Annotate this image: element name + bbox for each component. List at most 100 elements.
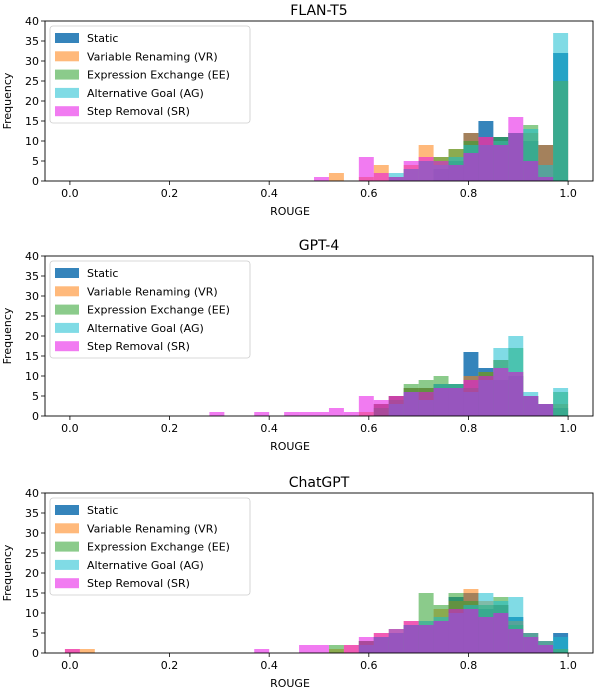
y-tick-label: 30 bbox=[25, 55, 39, 68]
histogram-bar bbox=[433, 621, 449, 653]
legend: Static Variable Renaming (VR) Expression E… bbox=[49, 25, 251, 124]
histogram-bar bbox=[403, 161, 419, 181]
histogram-bar bbox=[314, 177, 329, 181]
histogram-bar bbox=[388, 396, 404, 416]
y-tick-label: 40 bbox=[25, 15, 39, 28]
chart-1: 0.0 0.2 0.4 0.6 0.8 1.0 0 5 10 15 20 25 30 35 40 FLAN-T… bbox=[1, 3, 594, 218]
series-5 bbox=[64, 609, 554, 653]
legend-label: Variable Renaming (VR) bbox=[87, 285, 218, 298]
legend: Static Variable Renaming (VR) Expression E… bbox=[49, 497, 251, 596]
legend-box bbox=[49, 25, 251, 124]
y-tick-label: 35 bbox=[25, 270, 39, 283]
histogram-bar bbox=[403, 621, 419, 653]
x-tick-label: 0.0 bbox=[61, 187, 79, 200]
histogram-bar bbox=[523, 637, 539, 653]
legend-label: Variable Renaming (VR) bbox=[87, 522, 218, 535]
legend-swatch bbox=[55, 286, 79, 297]
legend-label: Static bbox=[87, 32, 118, 45]
histogram-bar bbox=[418, 157, 434, 181]
y-tick-label: 15 bbox=[25, 350, 39, 363]
y-tick-label: 30 bbox=[25, 527, 39, 540]
x-tick-label: 0.4 bbox=[260, 659, 278, 672]
histogram-bar bbox=[538, 404, 554, 416]
histogram-bar bbox=[463, 609, 479, 653]
histogram-bar bbox=[373, 173, 389, 181]
x-tick-label: 0.6 bbox=[360, 659, 378, 672]
y-tick-label: 35 bbox=[25, 35, 39, 48]
y-tick-label: 15 bbox=[25, 115, 39, 128]
legend-label: Step Removal (SR) bbox=[87, 340, 190, 353]
legend-swatch bbox=[55, 578, 79, 589]
chart-title: ChatGPT bbox=[289, 475, 350, 491]
histogram-bar bbox=[358, 637, 374, 653]
y-tick-label: 40 bbox=[25, 250, 39, 263]
histogram-bar bbox=[448, 165, 464, 181]
histogram-bar bbox=[493, 368, 509, 416]
histogram-bar bbox=[343, 412, 359, 416]
y-tick-label: 10 bbox=[25, 607, 39, 620]
histogram-bar bbox=[373, 633, 389, 653]
x-tick-label: 0.4 bbox=[260, 422, 278, 435]
x-tick-label: 0.4 bbox=[260, 187, 278, 200]
x-tick-label: 0.0 bbox=[61, 422, 79, 435]
chart-3: 0.0 0.2 0.4 0.6 0.8 1.0 0 5 10 15 20 25 30 35 40 ChatGP… bbox=[1, 475, 594, 690]
y-tick-label: 15 bbox=[25, 587, 39, 600]
histogram-bar bbox=[553, 33, 569, 181]
legend-label: Expression Exchange (EE) bbox=[87, 304, 230, 317]
histogram-bar bbox=[328, 645, 344, 653]
histogram-bar bbox=[418, 625, 434, 653]
y-tick-label: 20 bbox=[25, 95, 39, 108]
histogram-bar bbox=[328, 408, 344, 416]
legend-swatch bbox=[55, 322, 79, 333]
histogram-bar bbox=[79, 649, 95, 653]
histogram-bar bbox=[284, 412, 300, 416]
legend-label: Step Removal (SR) bbox=[87, 105, 190, 118]
histogram-bar bbox=[508, 117, 524, 181]
histogram-bar bbox=[299, 645, 315, 653]
y-axis-label: Frequency bbox=[1, 544, 14, 601]
histogram-bar bbox=[433, 161, 449, 181]
legend-swatch bbox=[55, 523, 79, 534]
histogram-bar bbox=[553, 637, 569, 653]
histogram-bar bbox=[463, 380, 479, 416]
histogram-bar bbox=[493, 145, 509, 181]
y-tick-label: 40 bbox=[25, 487, 39, 500]
legend-swatch bbox=[55, 268, 79, 278]
y-tick-label: 25 bbox=[25, 75, 39, 88]
legend-swatch bbox=[55, 505, 79, 515]
series-5 bbox=[314, 117, 554, 181]
histogram-bar bbox=[358, 396, 374, 416]
legend-label: Static bbox=[87, 267, 118, 280]
y-tick-label: 0 bbox=[32, 410, 39, 423]
histogram-bar bbox=[373, 400, 389, 416]
histogram-bar bbox=[254, 649, 270, 653]
x-tick-label: 1.0 bbox=[559, 659, 577, 672]
y-tick-label: 10 bbox=[25, 135, 39, 148]
histogram-bar bbox=[448, 388, 464, 416]
legend-label: Static bbox=[87, 504, 118, 517]
x-tick-label: 0.2 bbox=[161, 659, 179, 672]
x-axis-label: ROUGE bbox=[270, 440, 310, 453]
histogram-bar bbox=[358, 157, 374, 181]
y-tick-label: 10 bbox=[25, 370, 39, 383]
histogram-bar bbox=[508, 372, 524, 416]
histogram-bar bbox=[64, 649, 80, 653]
legend-swatch bbox=[55, 304, 79, 315]
histogram-bar bbox=[254, 412, 270, 416]
legend-swatch bbox=[55, 559, 79, 570]
histogram-bar bbox=[388, 629, 404, 653]
histogram-bar bbox=[299, 412, 315, 416]
y-axis-label: Frequency bbox=[1, 307, 14, 364]
y-axis-label: Frequency bbox=[1, 72, 14, 129]
histogram-bar bbox=[478, 376, 494, 416]
histogram-bar bbox=[538, 177, 554, 181]
legend-label: Alternative Goal (AG) bbox=[87, 87, 204, 100]
histogram-bar bbox=[433, 388, 449, 416]
histogram-bar bbox=[553, 388, 569, 416]
legend-label: Variable Renaming (VR) bbox=[87, 50, 218, 63]
x-tick-label: 0.8 bbox=[460, 659, 478, 672]
legend-label: Expression Exchange (EE) bbox=[87, 69, 230, 82]
y-tick-label: 0 bbox=[32, 647, 39, 660]
y-tick-label: 25 bbox=[25, 547, 39, 560]
